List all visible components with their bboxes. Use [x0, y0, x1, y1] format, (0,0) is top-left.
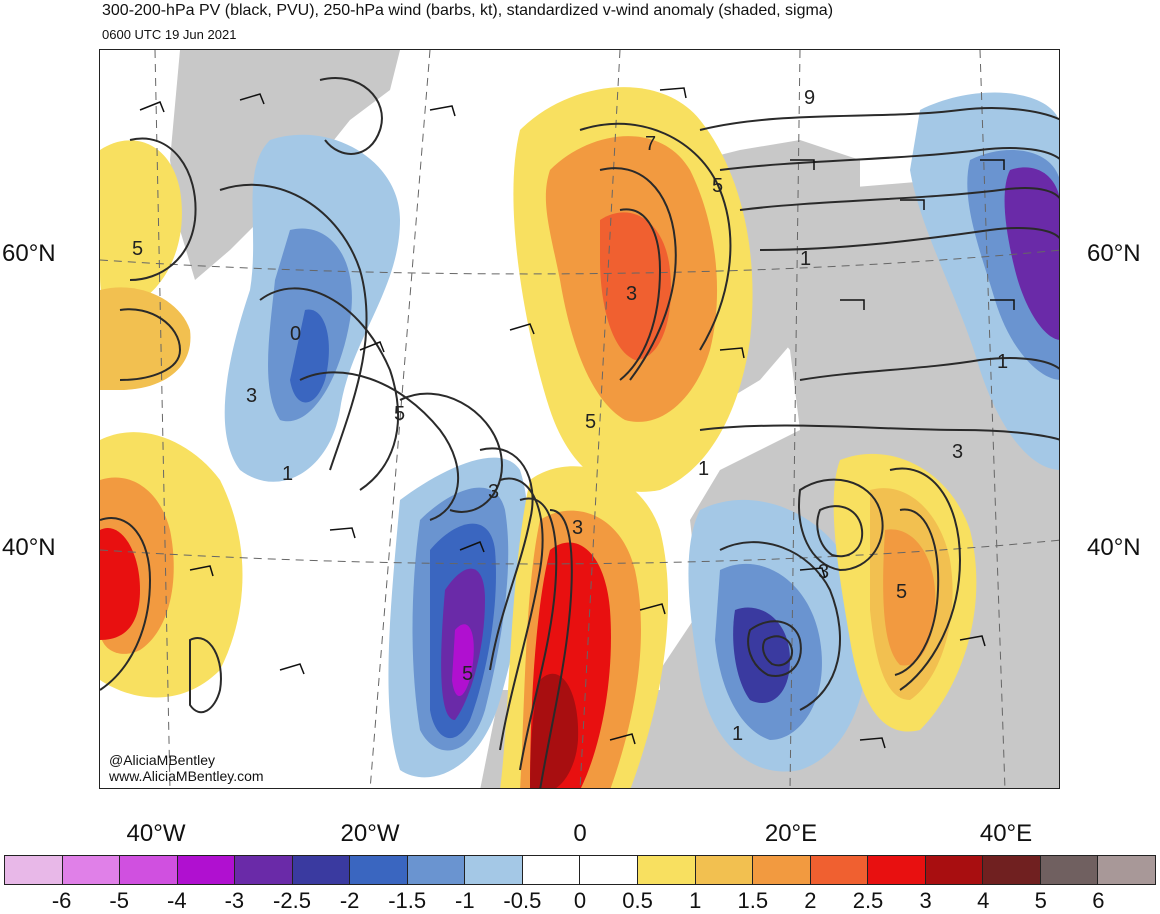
colorbar-tick-label: 1 [689, 888, 702, 913]
colorbar-tick-label: 1.5 [737, 888, 769, 913]
contour-label: 5 [585, 411, 596, 433]
colorbar-tick-label: 4 [977, 888, 990, 913]
colorbar-swatch [407, 856, 466, 884]
colorbar-tick-label: -4 [167, 888, 187, 913]
colorbar-tick-label: -2.5 [273, 888, 311, 913]
contour-label: 1 [732, 723, 743, 745]
wind-barbs [139, 87, 1015, 749]
lon-label-40e: 40°E [979, 820, 1033, 847]
lat-label-60n-left: 60°N [2, 240, 56, 267]
colorbar-swatch [62, 856, 121, 884]
colorbar-swatch [580, 856, 639, 884]
colorbar-swatch [292, 856, 351, 884]
lon-label-0: 0 [573, 820, 587, 847]
colorbar-swatch [810, 856, 869, 884]
lat-label-40n-right: 40°N [1087, 534, 1141, 561]
colorbar-swatch [638, 856, 696, 884]
colorbar-swatch [695, 856, 754, 884]
contour-label: 5 [462, 663, 473, 685]
anomaly-yellow-northwest-2 [100, 287, 191, 390]
contour-label: 3 [626, 283, 637, 305]
lon-label-20w: 20°W [340, 820, 400, 847]
contour-label: 9 [804, 87, 815, 109]
lon-label-40w: 40°W [126, 820, 186, 847]
contour-label: 5 [896, 581, 907, 603]
map-panel: 5 0 3 5 1 3 7 5 3 5 3 1 9 1 3 1 3 5 5 1 [99, 49, 1060, 789]
colorbar-tick-label: 2 [804, 888, 817, 913]
credit-website: www.AliciaMBentley.com [109, 768, 264, 784]
lat-label-60n-right: 60°N [1087, 240, 1141, 267]
colorbar-tick-label: 5 [1034, 888, 1047, 913]
colorbar-swatch [177, 856, 236, 884]
anomaly-deeporange-eastmed [883, 529, 936, 666]
contour-label: 5 [712, 175, 723, 197]
colorbar-swatch [868, 856, 926, 884]
colorbar-tick-label: 2.5 [852, 888, 884, 913]
colorbar-tick-label: 6 [1092, 888, 1105, 913]
lat-label-40n-left: 40°N [2, 534, 56, 561]
colorbar-swatch [983, 856, 1041, 884]
contour-label: 7 [645, 133, 656, 155]
colorbar-swatch [465, 856, 523, 884]
weather-map: 5 0 3 5 1 3 7 5 3 5 3 1 9 1 3 1 3 5 5 1 [100, 50, 1059, 788]
lon-label-20e: 20°E [764, 820, 818, 847]
colorbar-swatch [522, 856, 581, 884]
map-title: 300-200-hPa PV (black, PVU), 250-hPa win… [102, 2, 834, 19]
colorbar-swatch [5, 856, 63, 884]
anomaly-purple-east [1004, 167, 1059, 340]
contour-label: 1 [698, 458, 709, 480]
colorbar-tick-label: 3 [919, 888, 932, 913]
colorbar-tick-label: -1 [455, 888, 475, 913]
colorbar-swatch [350, 856, 408, 884]
colorbar-tick-label: -3 [224, 888, 245, 913]
contour-label: 1 [800, 248, 811, 270]
credit-handle: @AliciaMBentley [109, 752, 216, 768]
contour-label: 5 [132, 238, 143, 260]
colorbar-swatch [235, 856, 293, 884]
colorbar-swatch [1098, 856, 1155, 884]
contour-label: 3 [246, 385, 257, 407]
colorbar-tick-label: -5 [109, 888, 129, 913]
anomaly-red-southwest [100, 528, 140, 640]
graticule [100, 50, 1059, 788]
contour-label: 1 [997, 351, 1008, 373]
colorbar-tick-label: 0.5 [622, 888, 653, 913]
colorbar-swatch [1040, 856, 1099, 884]
contour-label: 1 [282, 463, 293, 485]
contour-label: 3 [488, 481, 499, 503]
anomaly-yellow-northwest [100, 140, 182, 310]
contour-label: 3 [952, 441, 963, 463]
map-valid-time: 0600 UTC 19 Jun 2021 [102, 27, 237, 42]
anomaly-magenta-atlantic [452, 624, 474, 697]
colorbar-swatch [120, 856, 178, 884]
contour-label: 3 [572, 517, 583, 539]
anomaly-blue-mediterranean-3 [733, 607, 790, 704]
pv-contours [100, 77, 1059, 788]
colorbar-tick-label: -1.5 [388, 888, 427, 913]
colorbar [4, 855, 1156, 885]
anomaly-darkred-iberia [530, 673, 579, 788]
colorbar-tick-label: -6 [51, 888, 72, 913]
colorbar-tick-label: -2 [339, 888, 360, 913]
contour-label: 0 [290, 323, 301, 345]
contour-label: 5 [394, 403, 405, 425]
colorbar-swatch [925, 856, 984, 884]
colorbar-swatch [753, 856, 811, 884]
colorbar-tick-label: 0 [573, 888, 587, 913]
colorbar-tick-label: -0.5 [503, 888, 542, 913]
